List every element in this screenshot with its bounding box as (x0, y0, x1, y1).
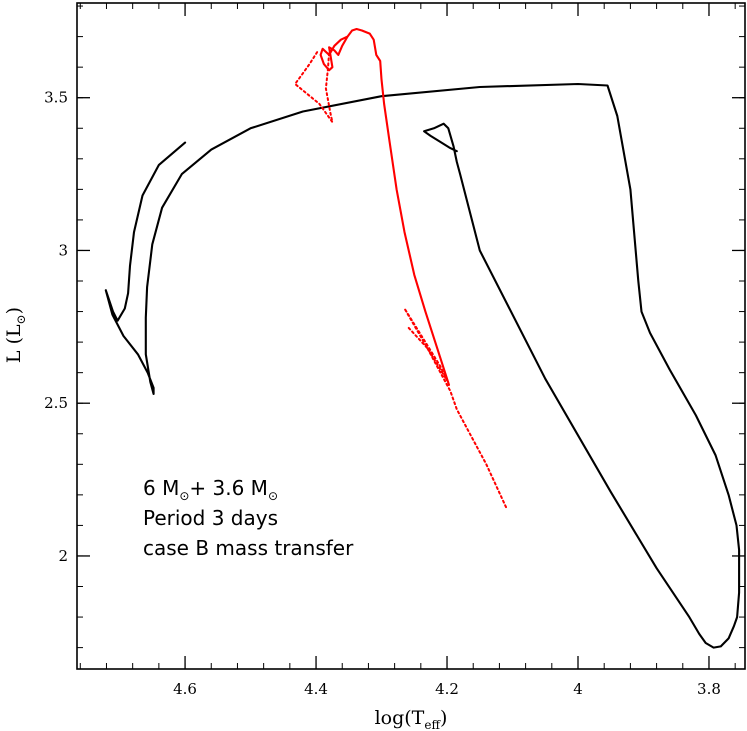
y-tick-label: 2 (58, 547, 68, 565)
evolution-tracks (104, 27, 741, 649)
annotation-period: Period 3 days (143, 506, 278, 530)
x-tick-label: 4.4 (304, 680, 328, 698)
track-red-solid (319, 27, 451, 386)
y-axis-title: L (L⊙) (3, 307, 28, 363)
y-tick-label: 3.5 (44, 89, 68, 107)
plot-frame (76, 2, 746, 670)
x-axis-title: log(Teff) (375, 707, 448, 731)
annotation-case: case B mass transfer (143, 536, 354, 560)
y-tick-label: 3 (58, 241, 68, 259)
x-tick-label: 3.8 (697, 680, 721, 698)
x-tick-labels: 4.6 4.4 4.2 4 3.8 (173, 680, 721, 698)
track-red-dotted-loop (294, 50, 334, 124)
annotation-masses: 6 M⊙+ 3.6 M⊙ (143, 476, 278, 503)
y-tick-label: 2.5 (44, 394, 68, 412)
track-red-dotted (403, 307, 507, 509)
y-tick-labels: 2 2.5 3 3.5 (44, 89, 68, 565)
axis-ticks (77, 3, 745, 669)
x-tick-label: 4 (573, 680, 583, 698)
annotation-block: 6 M⊙+ 3.6 M⊙ Period 3 days case B mass t… (143, 476, 354, 560)
x-tick-label: 4.6 (173, 680, 197, 698)
track-primary-star (104, 82, 741, 649)
x-tick-label: 4.2 (435, 680, 459, 698)
